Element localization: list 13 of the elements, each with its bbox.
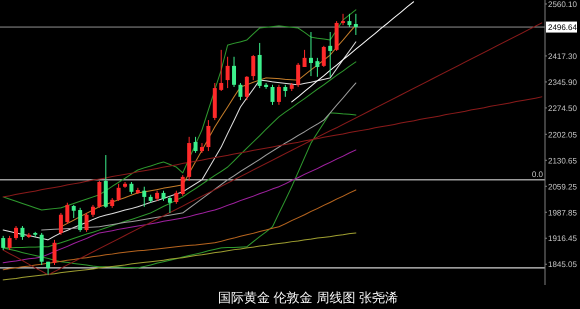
y-tick-label: 1916.45 — [548, 234, 578, 244]
y-tick-label: 1845.05 — [548, 260, 578, 270]
y-tick-label: 2130.65 — [548, 156, 578, 166]
ref-line-label: 2496.64 — [548, 23, 578, 32]
y-tick-label: 1987.85 — [548, 208, 578, 218]
annotation: 0.0 — [532, 170, 544, 179]
y-tick-label: 2560.10 — [548, 0, 578, 9]
y-tick-label: 2202.05 — [548, 130, 578, 140]
text: 国际黄金 伦敦金 周线图 张尧浠 — [218, 290, 398, 305]
y-tick-label: 2274.50 — [548, 104, 578, 113]
y-tick-label: 2345.90 — [548, 78, 578, 87]
y-tick-label: 2059.25 — [548, 182, 578, 192]
y-tick-label: 2417.30 — [548, 52, 578, 61]
